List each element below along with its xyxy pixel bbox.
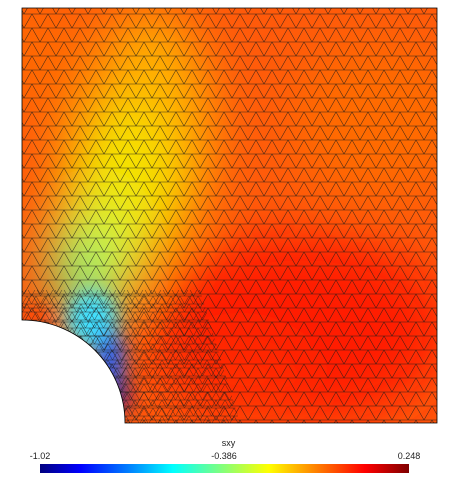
colorbar-gradient xyxy=(40,464,409,473)
plate-domain xyxy=(22,8,437,423)
colorbar-title: sxy xyxy=(221,438,236,448)
colorbar-min-label: -1.02 xyxy=(29,451,51,461)
plate-boundary xyxy=(21,7,438,424)
colorbar-max-label: 0.248 xyxy=(397,451,421,461)
mesh-coarse-overlay xyxy=(22,8,437,423)
stress-contour-plot xyxy=(21,7,438,424)
colorbar-mid-label: -0.386 xyxy=(211,451,237,461)
